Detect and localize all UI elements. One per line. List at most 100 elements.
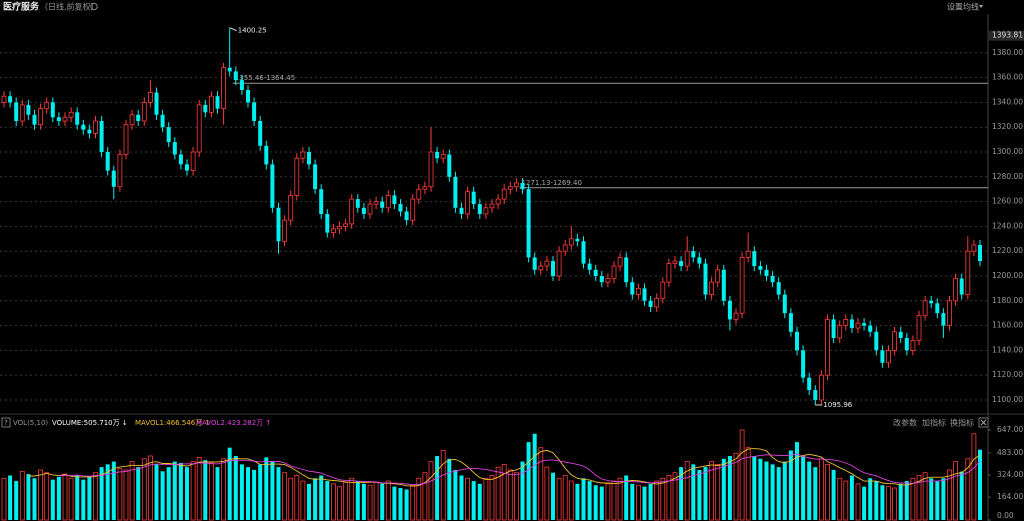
y-tick-label: 1240.00 <box>992 221 1023 230</box>
volume-bar <box>910 477 916 521</box>
volume-bar <box>32 478 37 520</box>
candle-body <box>392 195 397 205</box>
volume-bar <box>501 463 507 521</box>
candle-body <box>721 269 726 301</box>
candle-body <box>288 194 294 221</box>
candle-body <box>684 250 690 267</box>
volume-bar <box>227 447 232 520</box>
candle-body <box>916 315 922 341</box>
volume-bar <box>435 456 440 520</box>
y-tick-label: 1380.00 <box>992 48 1023 57</box>
candle-body <box>239 80 244 91</box>
volume-bar <box>330 483 336 521</box>
min-label: 1095.96 <box>823 401 852 409</box>
volume-bar <box>276 467 281 520</box>
candle-body <box>355 199 360 208</box>
candle-body <box>343 223 349 227</box>
help-icon[interactable]: ? <box>4 419 8 427</box>
legend-ma5: MAVOL1:466.546万 ↑ <box>135 419 210 427</box>
volume-bar <box>44 472 50 521</box>
volume-bar <box>325 481 330 520</box>
candle-body <box>300 151 306 159</box>
candle-body <box>385 194 391 209</box>
volume-bar <box>544 466 550 521</box>
volume-bar <box>880 485 885 520</box>
volume-bar <box>477 483 482 520</box>
help-box[interactable] <box>1 417 11 428</box>
candle-body <box>660 281 666 299</box>
volume-bar <box>111 461 116 520</box>
candle-body <box>739 256 745 314</box>
volume-bar <box>459 475 464 520</box>
candle-body <box>246 90 250 103</box>
settings-icon[interactable] <box>90 2 98 11</box>
close-box[interactable] <box>978 417 989 428</box>
candle-body <box>258 121 263 146</box>
candle-body <box>38 108 43 126</box>
dropdown-arrow[interactable] <box>979 5 983 8</box>
volume-bar <box>319 475 324 520</box>
y-tick-label: 1180.00 <box>992 296 1023 305</box>
candle-body <box>605 278 611 283</box>
ma-setting[interactable]: 设置均线 <box>947 2 979 12</box>
candle-body <box>581 241 586 264</box>
volume-bar <box>416 477 422 521</box>
close-icon[interactable] <box>980 419 987 426</box>
volume-bar <box>648 483 653 520</box>
volume-bar <box>38 469 43 521</box>
candle-body <box>215 96 220 109</box>
candle-body <box>715 269 721 283</box>
candle-body <box>465 191 471 215</box>
volume-bar <box>611 480 617 521</box>
volume-bar <box>62 473 68 521</box>
candle-body <box>270 164 275 208</box>
candle-body <box>32 114 37 125</box>
button[interactable]: 改参数 <box>893 418 917 428</box>
candle-body <box>398 204 403 212</box>
button[interactable]: 换指标 <box>950 418 974 428</box>
volume-bar <box>593 485 598 520</box>
volume-bar <box>630 483 635 520</box>
button[interactable]: 加指标 <box>922 418 946 428</box>
y-tick-label: 0.00 <box>997 511 1014 520</box>
volume-bar <box>776 467 781 520</box>
volume-bar <box>526 442 531 520</box>
ma-line <box>28 448 981 487</box>
candle-body <box>617 256 623 267</box>
volume-bar <box>520 461 525 520</box>
candle-body <box>404 211 409 221</box>
candle-body <box>849 319 854 329</box>
candle-body <box>624 257 629 283</box>
volume-bar <box>252 469 257 520</box>
candle-body <box>477 204 482 214</box>
volume-bar <box>294 475 300 521</box>
candle-body <box>282 219 288 242</box>
candle-body <box>14 102 19 122</box>
candle-body <box>26 104 31 115</box>
candle-body <box>294 157 300 196</box>
ma-line <box>58 453 981 486</box>
candle-body <box>526 189 531 258</box>
volume-bar <box>660 477 666 521</box>
volume-bar <box>26 474 31 520</box>
candle-body <box>81 124 86 130</box>
volume-bar <box>99 467 104 520</box>
volume-bar <box>87 476 92 520</box>
candle-body <box>825 318 830 376</box>
candle-body <box>568 238 574 246</box>
candle-body <box>141 102 147 122</box>
candle-body <box>862 323 867 326</box>
y-tick-label: 1280.00 <box>992 172 1023 181</box>
candle-body <box>898 331 903 338</box>
volume-bar <box>385 480 391 521</box>
volume-bar <box>447 458 452 520</box>
volume-bar <box>208 462 214 521</box>
candle-body <box>697 257 702 264</box>
volume-bar <box>196 457 202 521</box>
volume-bar <box>19 470 25 521</box>
candle-body <box>264 145 269 165</box>
axis-top-box <box>989 30 1024 41</box>
candle-body <box>68 111 74 118</box>
y-tick-label: 1120.00 <box>992 370 1023 379</box>
